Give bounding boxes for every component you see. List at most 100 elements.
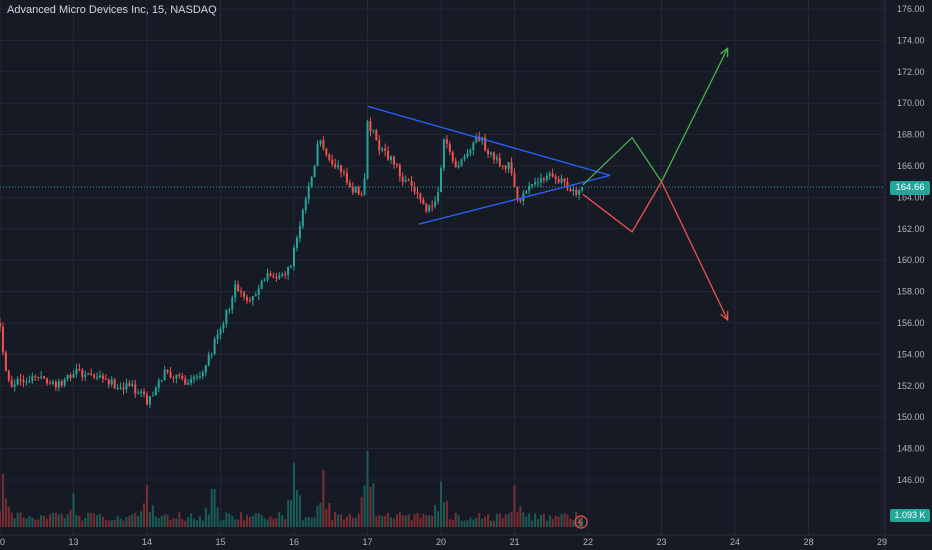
volume-bar <box>398 512 401 527</box>
time-axis[interactable]: 10 13 14 15 16 17 20 21 22 23 24 28 29 <box>0 537 887 547</box>
volume-bar <box>419 517 422 527</box>
volume-bar <box>16 512 19 527</box>
volume-bar <box>248 517 251 527</box>
bearish-projection-path[interactable] <box>582 180 729 321</box>
candle-body <box>69 375 72 378</box>
volume-bar <box>428 514 431 527</box>
volume-bar <box>516 512 519 527</box>
volume-bar <box>539 515 542 527</box>
volume-bar <box>84 517 87 527</box>
triangle-upper-line[interactable] <box>367 105 611 177</box>
candle-body <box>57 381 60 388</box>
candle-body <box>90 373 93 375</box>
candle-body <box>557 178 560 183</box>
y-tick-label: 158.00 <box>897 287 925 297</box>
candle-body <box>16 379 19 385</box>
candle-body <box>190 378 193 384</box>
volume-bar <box>254 513 257 527</box>
candle-body <box>240 290 243 293</box>
volume-bar <box>1 473 4 527</box>
volume-bar <box>328 503 331 527</box>
volume-bar <box>13 518 16 527</box>
candle-body <box>413 186 416 193</box>
candle-body <box>298 226 301 239</box>
candle-body <box>537 182 540 184</box>
candle-body <box>278 275 281 279</box>
candle-body <box>334 164 337 168</box>
candle-body <box>357 187 360 195</box>
volume-bar <box>46 518 49 527</box>
bullish-projection-path[interactable] <box>582 48 729 186</box>
y-tick-label: 156.00 <box>897 318 925 328</box>
volume-bar <box>348 514 351 527</box>
volume-bar <box>384 515 387 527</box>
candle-body <box>395 164 398 166</box>
volume-bar <box>425 515 428 527</box>
volume-bar <box>222 519 225 527</box>
volume-bar <box>69 509 72 527</box>
candle-body <box>301 210 304 227</box>
volume-bar <box>281 515 284 527</box>
candle-body <box>284 274 287 276</box>
candle-body <box>72 374 75 378</box>
x-tick-label: 28 <box>803 537 813 547</box>
volume-bar <box>487 514 490 527</box>
candle-body <box>404 179 407 182</box>
volume-bar <box>169 520 172 527</box>
volume-bar <box>72 492 75 527</box>
candle-body <box>551 173 554 177</box>
candle-body <box>328 154 331 160</box>
volume-bar <box>284 519 287 527</box>
y-tick-label: 146.00 <box>897 475 925 485</box>
x-tick-label: 23 <box>656 537 666 547</box>
candle-body <box>566 181 569 189</box>
candle-body <box>219 328 222 335</box>
candle-body <box>492 152 495 160</box>
volume-bar <box>198 516 201 527</box>
volume-bar <box>507 513 510 527</box>
candle-body <box>37 377 40 379</box>
volume-bar <box>437 511 440 527</box>
volume-bar <box>548 515 551 527</box>
volume-bar <box>513 485 516 527</box>
volume-bar <box>51 512 54 527</box>
y-tick-label: 164.00 <box>897 192 925 202</box>
volume-bar <box>481 518 484 527</box>
candle-body <box>489 152 492 155</box>
volume-bar <box>154 516 157 527</box>
y-tick-label: 160.00 <box>897 255 925 265</box>
candle-body <box>172 377 175 379</box>
triangle-lower-line[interactable] <box>418 174 611 225</box>
candle-body <box>22 380 25 383</box>
x-tick-label: 29 <box>877 537 887 547</box>
candle-body <box>263 279 266 282</box>
replay-icon[interactable] <box>574 515 588 529</box>
price-axis[interactable]: 176.00 174.00 172.00 170.00 168.00 166.00 164.… <box>897 4 925 485</box>
volume-bar <box>237 519 240 527</box>
volume-bar <box>57 514 60 527</box>
candle-body <box>390 156 393 160</box>
volume-bar <box>98 513 101 527</box>
volume-bar <box>54 512 57 527</box>
candle-body <box>175 374 178 379</box>
volume-bar <box>287 499 290 527</box>
volume-bar <box>278 512 281 527</box>
volume-bar <box>119 518 122 527</box>
candle-body <box>422 199 425 205</box>
candle-body <box>198 376 201 378</box>
drawing-tools[interactable] <box>367 46 729 322</box>
volume-bar <box>351 517 354 527</box>
candle-body <box>410 180 413 187</box>
volume-bar <box>75 515 78 527</box>
volume-bar <box>43 515 46 527</box>
volume-bar <box>310 517 313 527</box>
candle-body <box>93 374 96 378</box>
y-tick-label: 148.00 <box>897 444 925 454</box>
volume-bar <box>298 495 301 527</box>
candle-body <box>448 143 451 153</box>
volume-bar <box>551 518 554 527</box>
y-tick-label: 174.00 <box>897 35 925 45</box>
volume-bar <box>143 503 146 527</box>
volume-bar <box>569 518 572 527</box>
